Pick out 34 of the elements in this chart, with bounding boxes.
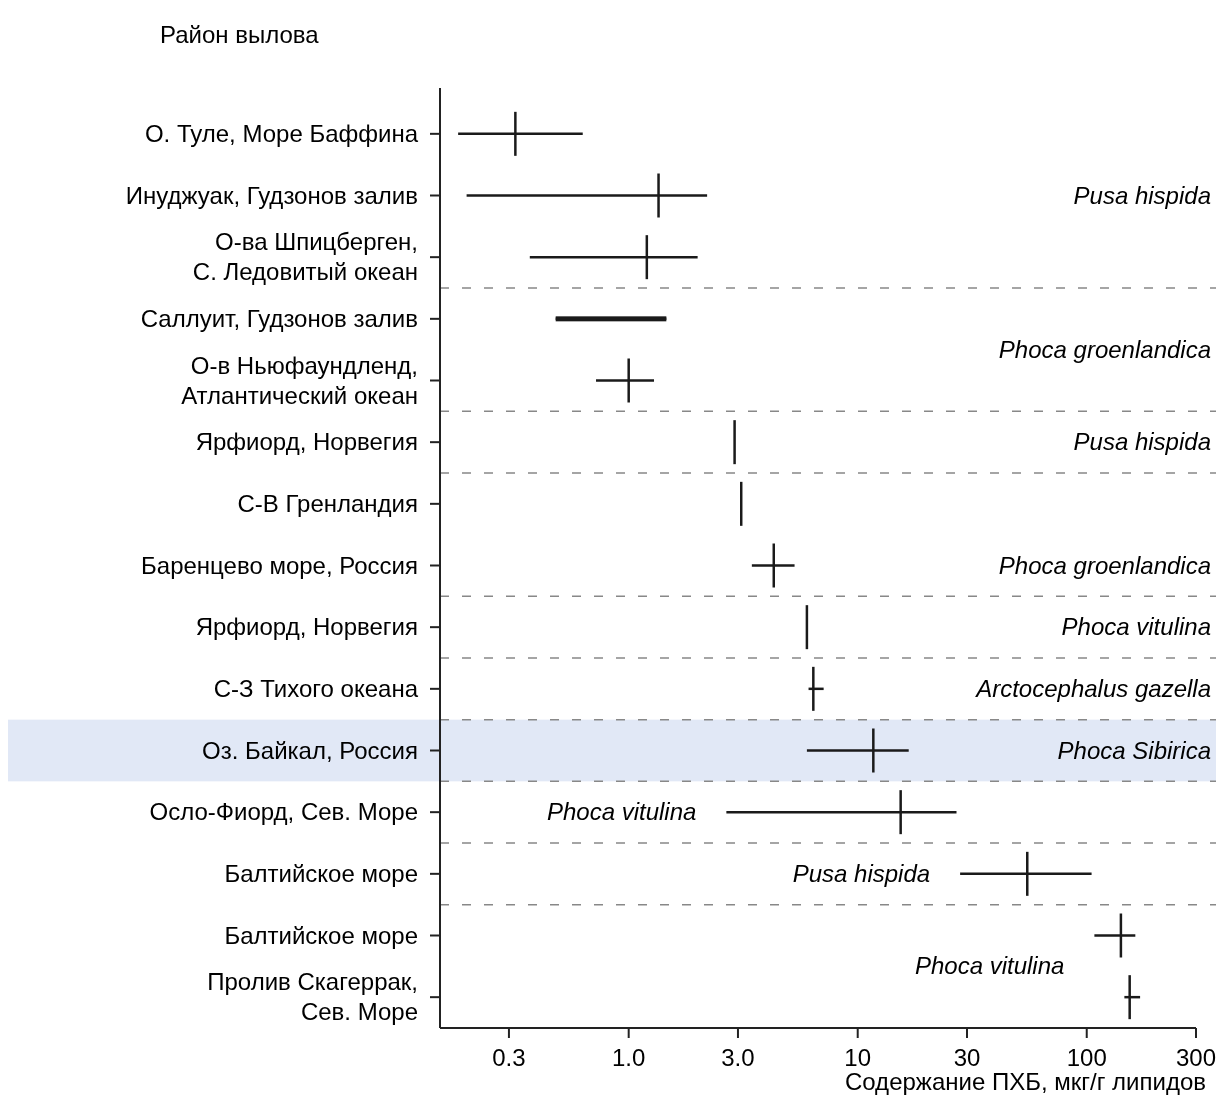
annotation: Phoca vitulina [1061,613,1211,641]
y-tick-label: С-В Гренландия [237,489,418,517]
y-tick-label: Балтийское море [224,859,418,887]
annotation: Pusa hispida [1073,428,1211,456]
annotation: Phoca groenlandica [998,551,1211,579]
y-tick-label: Осло-Фиорд, Сев. Море [149,798,418,826]
annotation: Arctocephalus gazella [974,674,1211,702]
y-tick-label: Саллуит, Гудзонов залив [140,304,418,332]
x-tick-label: 10 [844,1044,872,1071]
y-tick-label: О-ва Шпицберген, С. Ледовитый океан [192,228,418,286]
x-tick-label: 3.0 [721,1044,755,1071]
annotation: Phoca groenlandica [998,335,1211,363]
annotation: Phoca vitulina [546,798,697,826]
y-axis-title: Район вылова [160,21,320,48]
x-tick-label: 300 [1175,1044,1217,1071]
x-tick-label: 30 [953,1044,981,1071]
y-tick-label: Инуджуак, Гудзонов залив [125,181,418,209]
x-tick-label: 0.3 [492,1044,526,1071]
y-tick-label: Балтийское море [224,921,418,949]
annotation: Pusa hispida [792,859,931,887]
annotation: Phoca Sibirica [1057,736,1211,764]
y-tick-label: О-в Ньюфаундленд, Атлантический океан [181,351,418,409]
annotation: Phoca vitulina [914,952,1065,980]
x-tick-label: 100 [1066,1044,1107,1071]
y-tick-label: С-З Тихого океана [213,674,419,702]
y-tick-label: О. Туле, Море Баффина [144,119,419,147]
x-tick-label: 1.0 [612,1044,646,1071]
y-tick-label: Ярфиорд, Норвегия [195,613,418,641]
annotation: Pusa hispida [1073,181,1211,209]
y-tick-label: Оз. Байкал, Россия [202,736,418,764]
y-tick-label: Пролив Скагеррак, Сев. Море [207,968,418,1026]
y-tick-label: Ярфиорд, Норвегия [195,428,418,456]
y-tick-label: Баренцево море, Россия [141,551,418,579]
x-axis-title: Содержание ПХБ, мкг/г липидов [844,1068,1206,1095]
